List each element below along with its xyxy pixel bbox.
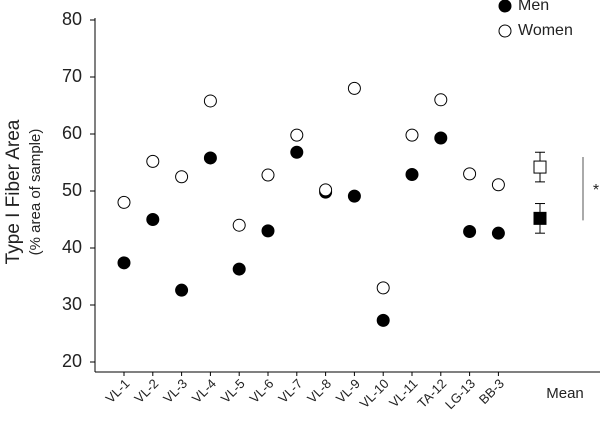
x-tick-label: BB-3 xyxy=(476,376,507,407)
point xyxy=(232,218,246,232)
legend-label: Men xyxy=(518,0,549,14)
point xyxy=(175,170,189,184)
point xyxy=(117,195,131,209)
y-tick-label: 30 xyxy=(62,294,82,314)
point xyxy=(376,281,390,295)
x-tick-label: VL-8 xyxy=(304,376,334,406)
point xyxy=(434,131,448,145)
x-tick-label: VL-7 xyxy=(275,376,305,406)
point xyxy=(117,256,131,270)
legend-marker xyxy=(498,0,512,13)
point xyxy=(491,178,505,192)
point xyxy=(146,154,160,168)
x-tick-label: VL-4 xyxy=(189,376,219,406)
x-tick-label: VL-2 xyxy=(131,376,161,406)
point xyxy=(463,224,477,238)
point xyxy=(347,189,361,203)
point xyxy=(290,128,304,142)
x-tick-label: LG-13 xyxy=(442,376,478,412)
x-tick-label: TA-12 xyxy=(414,376,449,411)
point xyxy=(232,262,246,276)
y-tick-label: 40 xyxy=(62,237,82,257)
x-tick-label: VL-11 xyxy=(386,376,420,410)
point xyxy=(319,183,333,197)
point xyxy=(434,93,448,107)
y-tick-label: 20 xyxy=(62,351,82,371)
point xyxy=(491,226,505,240)
point xyxy=(261,168,275,182)
point xyxy=(347,81,361,95)
x-tick-label: Mean xyxy=(546,385,584,402)
legend-label: Women xyxy=(518,22,573,39)
significance-label: * xyxy=(593,182,599,199)
point xyxy=(203,94,217,108)
x-tick-label: VL-10 xyxy=(357,376,392,411)
x-tick-label: VL-1 xyxy=(103,376,133,406)
x-tick-label: VL-3 xyxy=(160,376,190,406)
point xyxy=(405,167,419,181)
y-tick-label: 70 xyxy=(62,66,82,86)
point xyxy=(290,145,304,159)
point xyxy=(376,313,390,327)
point xyxy=(203,151,217,165)
x-tick-label: VL-5 xyxy=(218,376,248,406)
legend-marker xyxy=(498,24,512,38)
point xyxy=(405,128,419,142)
point xyxy=(175,283,189,297)
point xyxy=(463,167,477,181)
y-axis-sublabel: (% area of sample) xyxy=(27,129,44,256)
y-tick-label: 80 xyxy=(62,9,82,29)
y-tick-label: 60 xyxy=(62,123,82,143)
point xyxy=(146,213,160,226)
x-tick-label: VL-6 xyxy=(247,376,277,406)
mean-marker xyxy=(533,211,547,225)
point xyxy=(261,224,275,238)
y-axis-label: Type I Fiber Area xyxy=(3,119,24,264)
y-tick-label: 50 xyxy=(62,180,82,200)
mean-marker xyxy=(533,160,547,174)
